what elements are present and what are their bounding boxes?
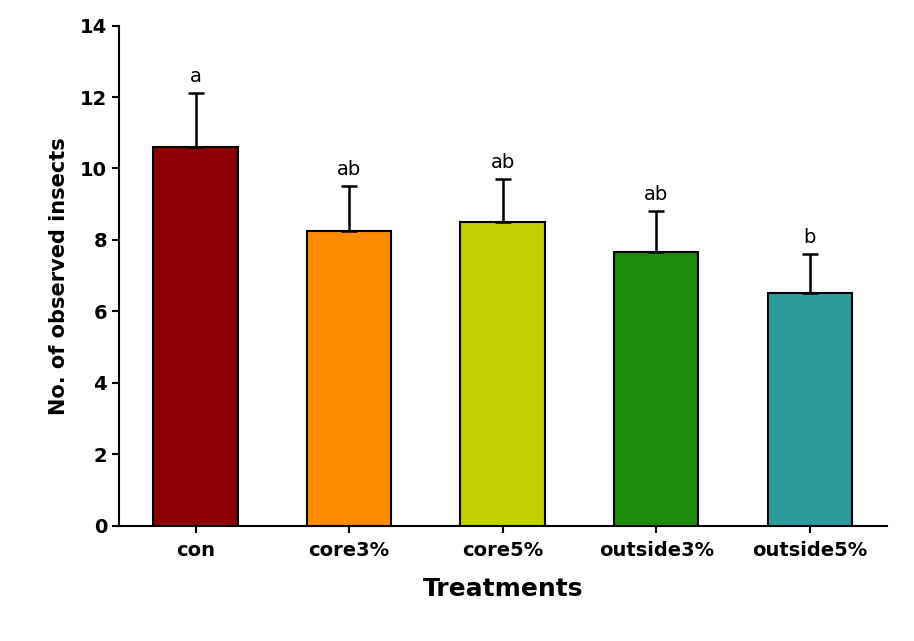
Y-axis label: No. of observed insects: No. of observed insects	[48, 137, 69, 415]
Bar	[307, 231, 391, 526]
Text: ab: ab	[337, 160, 361, 179]
X-axis label: Treatments: Treatments	[422, 576, 583, 601]
Text: ab: ab	[644, 185, 668, 204]
Text: b: b	[803, 228, 816, 247]
Bar	[768, 294, 852, 526]
Text: a: a	[190, 67, 201, 87]
Bar	[461, 222, 545, 526]
Text: ab: ab	[491, 153, 515, 172]
Bar	[614, 253, 698, 526]
Bar	[154, 147, 238, 526]
